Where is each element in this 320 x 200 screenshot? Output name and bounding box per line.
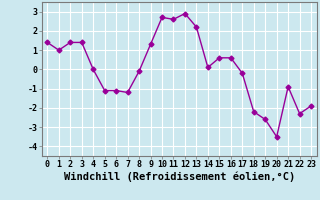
X-axis label: Windchill (Refroidissement éolien,°C): Windchill (Refroidissement éolien,°C) (64, 172, 295, 182)
